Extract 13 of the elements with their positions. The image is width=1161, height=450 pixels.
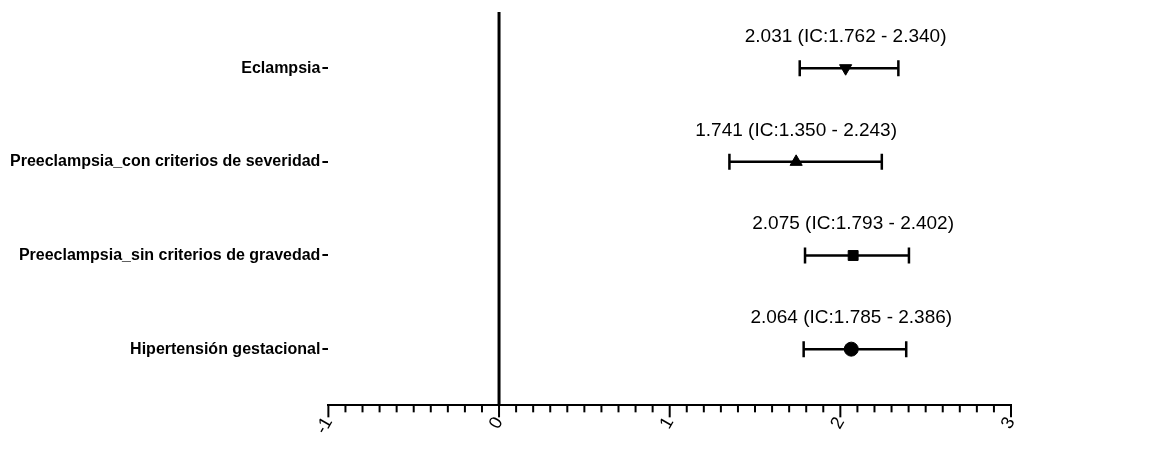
- x-tick-label: 0: [484, 413, 507, 432]
- annotation: 2.064 (IC:1.785 - 2.386): [750, 305, 953, 327]
- annotation: 2.075 (IC:1.793 - 2.402): [752, 212, 955, 234]
- x-tick-label: -1: [310, 413, 337, 438]
- x-tick-label: 2: [825, 413, 849, 432]
- annotation: 1.741 (IC:1.350 - 2.243): [695, 118, 898, 140]
- annotation: 2.031 (IC:1.762 - 2.340): [744, 24, 947, 46]
- x-tick-label: 1: [655, 413, 678, 432]
- y-tick-label: Eclampsia: [241, 58, 321, 76]
- y-tick-label: Preeclampsia_con criterios de severidad: [9, 152, 321, 170]
- y-tick-label: Hipertensión gestacional: [130, 339, 321, 357]
- y-tick-label: Preeclampsia_sin criterios de gravedad: [18, 245, 321, 263]
- x-tick-label: 3: [996, 413, 1019, 432]
